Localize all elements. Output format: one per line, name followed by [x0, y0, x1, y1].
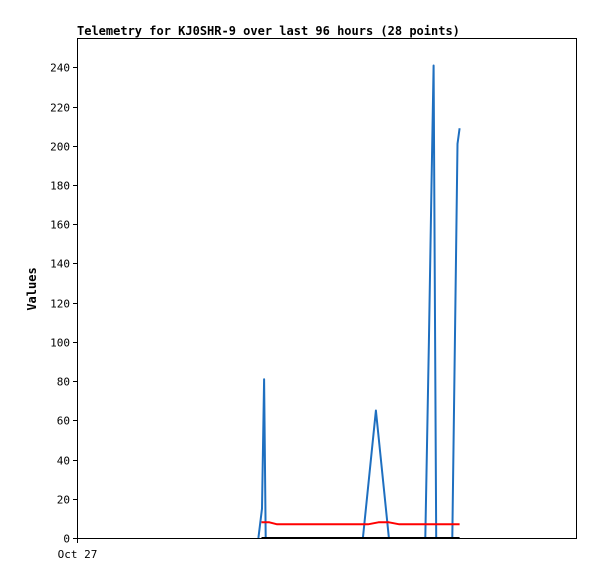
y-tick-label: 240 [50, 62, 70, 75]
y-tick-label: 60 [57, 415, 70, 428]
series-group [257, 64, 461, 539]
series-line-1 [261, 521, 460, 526]
plot-area-frame [77, 38, 577, 539]
y-tick-label: 140 [50, 258, 70, 271]
x-axis: Oct 27 [58, 538, 98, 561]
y-tick-label: 160 [50, 219, 70, 232]
y-tick-label: 100 [50, 337, 70, 350]
y-axis: 0 20 40 60 80 100 120 140 160 180 200 220 240 [50, 62, 77, 546]
y-tick-label: 0 [63, 533, 70, 546]
y-tick-label: 20 [57, 494, 70, 507]
y-tick-label: 80 [57, 376, 70, 389]
y-tick-label: 40 [57, 455, 70, 468]
y-axis-label: Values [25, 267, 39, 310]
y-tick-label: 220 [50, 102, 70, 115]
chart-title: Telemetry for KJ0SHR-9 over last 96 hour… [77, 24, 460, 38]
x-tick-label: Oct 27 [58, 548, 98, 561]
y-tick-label: 120 [50, 298, 70, 311]
y-tick-label: 200 [50, 141, 70, 154]
y-tick-label: 180 [50, 180, 70, 193]
